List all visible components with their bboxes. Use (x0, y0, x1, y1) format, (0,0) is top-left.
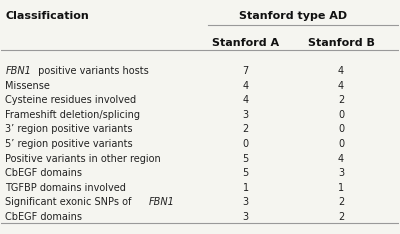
Text: CbEGF domains: CbEGF domains (5, 168, 82, 178)
Text: Frameshift deletion/splicing: Frameshift deletion/splicing (5, 110, 140, 120)
Text: 0: 0 (243, 139, 249, 149)
Text: Classification: Classification (5, 11, 89, 21)
Text: 5: 5 (242, 154, 249, 164)
Text: 4: 4 (338, 66, 344, 76)
Text: 4: 4 (338, 81, 344, 91)
Text: FBN1: FBN1 (5, 66, 31, 76)
Text: TGFBP domains involved: TGFBP domains involved (5, 183, 126, 193)
Text: 0: 0 (338, 124, 344, 134)
Text: 4: 4 (243, 95, 249, 105)
Text: Positive variants in other region: Positive variants in other region (5, 154, 161, 164)
Text: 7: 7 (242, 66, 249, 76)
Text: 2: 2 (242, 124, 249, 134)
Text: 4: 4 (338, 154, 344, 164)
Text: 2: 2 (338, 95, 344, 105)
Text: Significant exonic SNPs of: Significant exonic SNPs of (5, 197, 135, 207)
Text: 1: 1 (338, 183, 344, 193)
Text: 3: 3 (338, 168, 344, 178)
Text: 2: 2 (338, 197, 344, 207)
Text: 3: 3 (243, 197, 249, 207)
Text: Cysteine residues involved: Cysteine residues involved (5, 95, 136, 105)
Text: Missense: Missense (5, 81, 50, 91)
Text: 5: 5 (242, 168, 249, 178)
Text: 1: 1 (243, 183, 249, 193)
Text: 0: 0 (338, 110, 344, 120)
Text: positive variants hosts: positive variants hosts (35, 66, 149, 76)
Text: Stanford A: Stanford A (212, 38, 279, 48)
Text: 2: 2 (338, 212, 344, 222)
Text: Stanford type AD: Stanford type AD (239, 11, 348, 21)
Text: 0: 0 (338, 139, 344, 149)
Text: 5’ region positive variants: 5’ region positive variants (5, 139, 133, 149)
Text: CbEGF domains: CbEGF domains (5, 212, 82, 222)
Text: 3: 3 (243, 212, 249, 222)
Text: FBN1: FBN1 (149, 197, 175, 207)
Text: Stanford B: Stanford B (308, 38, 374, 48)
Text: 4: 4 (243, 81, 249, 91)
Text: 3: 3 (243, 110, 249, 120)
Text: 3’ region positive variants: 3’ region positive variants (5, 124, 133, 134)
